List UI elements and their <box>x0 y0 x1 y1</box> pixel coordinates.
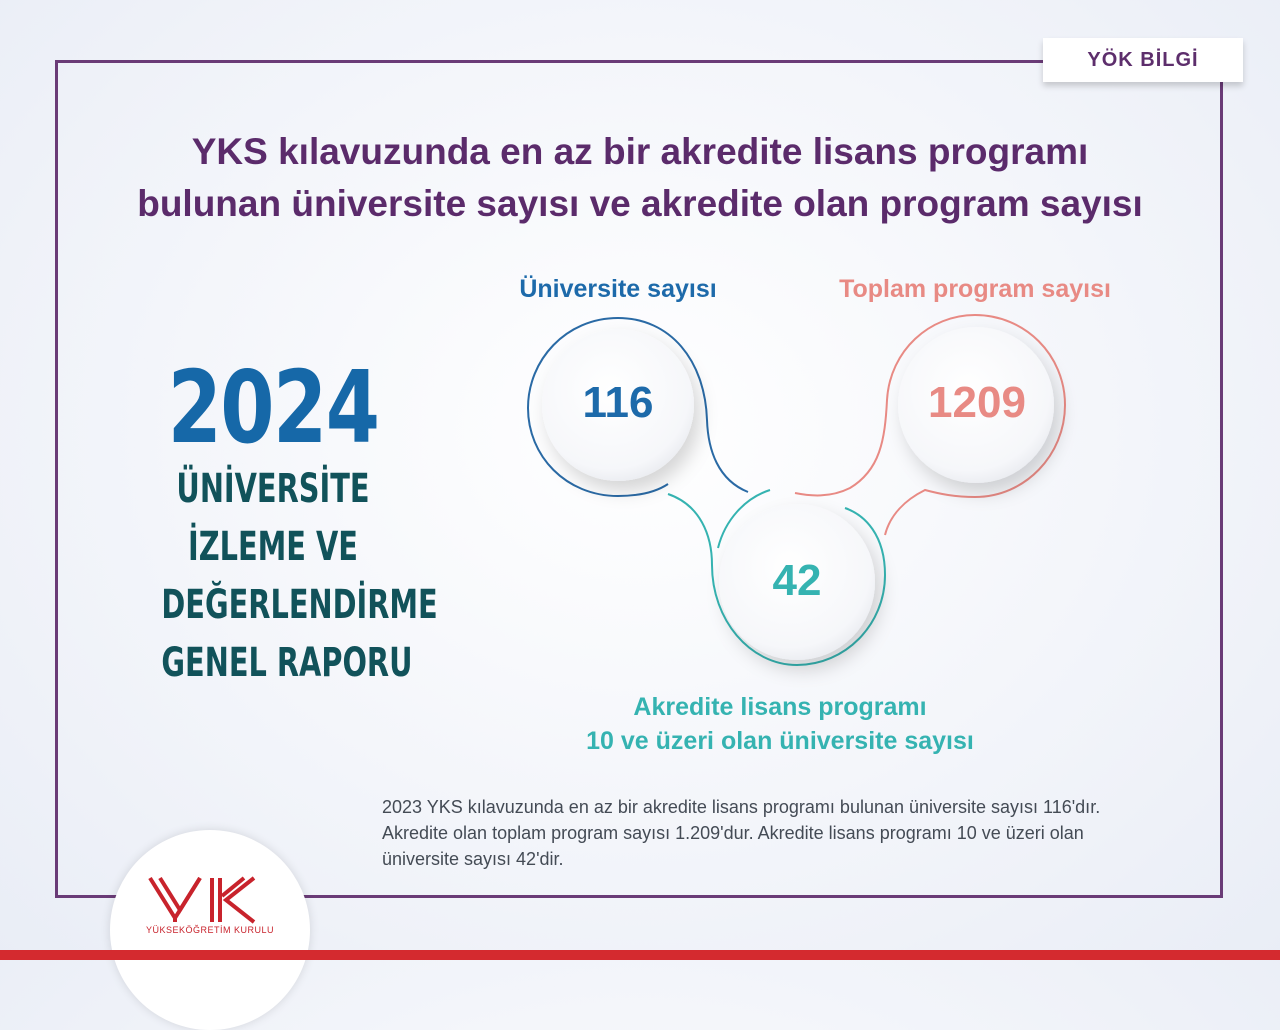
yok-logo-text: YÜKSEKÖĞRETİM KURULU <box>145 925 275 935</box>
stats-diagram <box>526 313 1067 667</box>
universities-circle <box>542 329 694 481</box>
programs-value: 1209 <box>928 378 1026 427</box>
bottom-red-bar <box>0 950 1280 960</box>
programs-label: Toplam program sayısı <box>839 275 1111 303</box>
report-line: ÜNİVERSİTE <box>176 466 370 512</box>
yok-bilgi-tag: YÖK BİLGİ <box>1043 38 1243 82</box>
accredited-value: 42 <box>772 556 822 605</box>
programs-circle <box>898 327 1054 483</box>
universities-ring <box>526 316 749 498</box>
footnote-line: üniversite sayısı 42'dir. <box>382 849 564 869</box>
title-line-2: bulunan üniversite sayısı ve akredite ol… <box>137 183 1143 224</box>
accredited-label-line-1: Akredite lisans programı <box>633 693 927 721</box>
accredited-circle <box>719 504 875 660</box>
accredited-label: Akredite lisans programı 10 ve üzeri ola… <box>520 690 1040 758</box>
report-line: İZLEME VE <box>188 524 358 570</box>
accredited-ring-top <box>717 489 771 549</box>
universities-value: 116 <box>582 378 654 427</box>
report-year: 2024 <box>167 349 380 466</box>
programs-ring <box>794 313 1067 536</box>
footnote: 2023 YKS kılavuzunda en az bir akredite … <box>382 794 1182 872</box>
title-line-1: YKS kılavuzunda en az bir akredite lisan… <box>191 131 1089 172</box>
report-block: 2024 ÜNİVERSİTE İZLEME VE DEĞERLENDİRME … <box>118 349 437 692</box>
universities-label: Üniversite sayısı <box>519 275 717 303</box>
footnote-line: 2023 YKS kılavuzunda en az bir akredite … <box>382 797 1101 817</box>
accredited-label-line-2: 10 ve üzeri olan üniversite sayısı <box>586 727 974 755</box>
content-frame <box>55 60 1223 898</box>
accredited-ring <box>667 493 887 667</box>
report-line: GENEL RAPORU <box>161 640 413 686</box>
footnote-line: Akredite olan toplam program sayısı 1.20… <box>382 823 1084 843</box>
